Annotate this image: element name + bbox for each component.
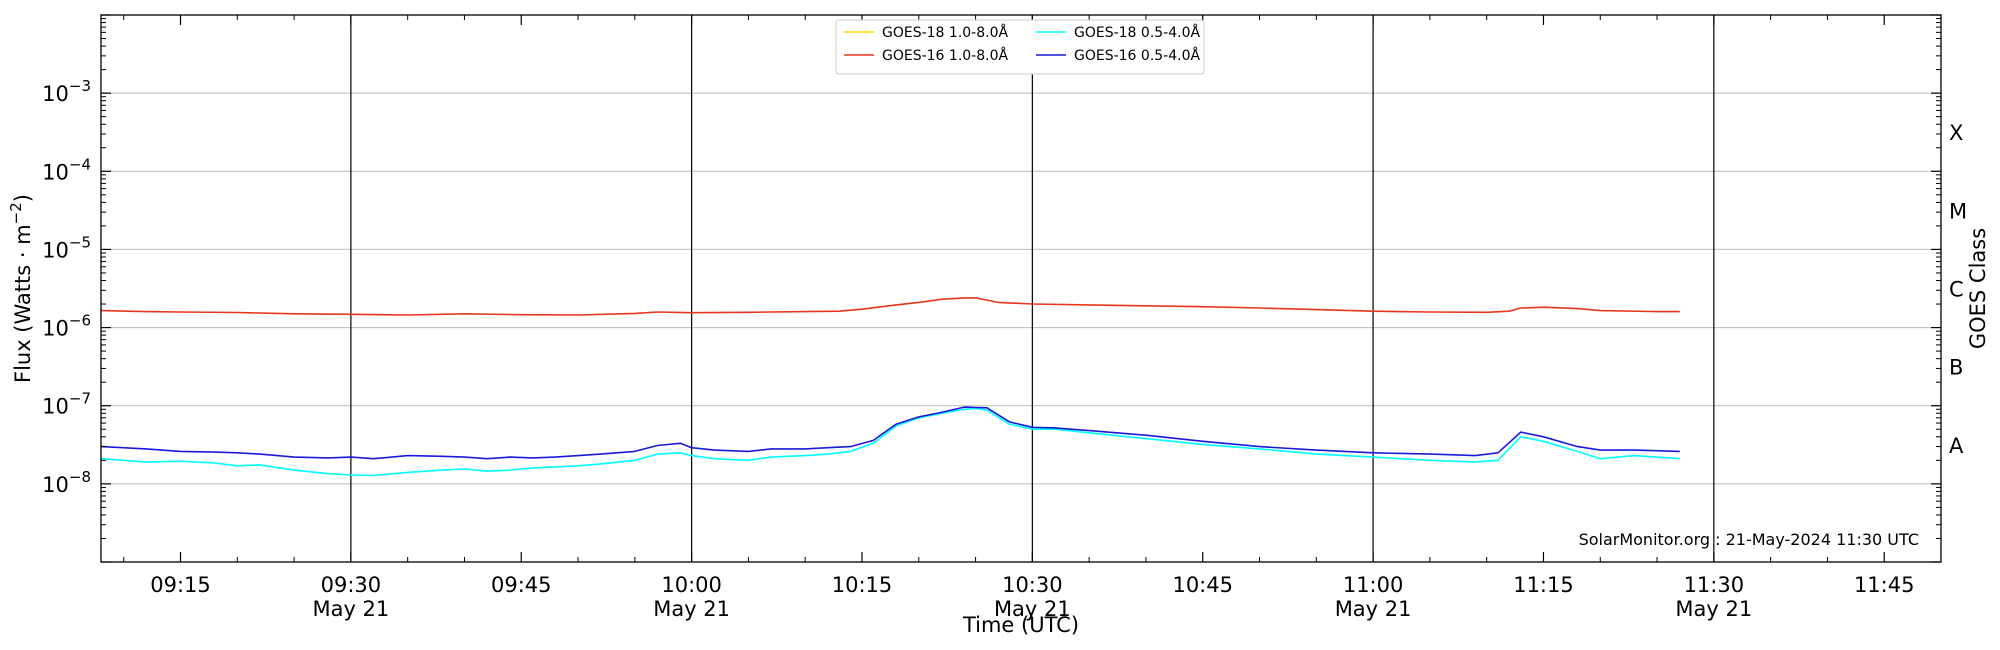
x-tick-date-label: May 21 <box>994 597 1071 621</box>
legend-label-goes16-short: GOES-16 0.5-4.0Å <box>1074 47 1200 64</box>
series-line-goes16-short <box>100 406 1680 460</box>
y-axis-title: Flux (Watts · m−2) <box>7 194 35 383</box>
y-axis-title-superscript: −2 <box>7 202 25 224</box>
y-tick-exponent: −7 <box>69 390 91 408</box>
x-tick-date-label: May 21 <box>653 597 730 621</box>
legend: GOES-18 1.0-8.0Å GOES-16 1.0-8.0Å GOES-1… <box>835 19 1205 75</box>
y-tick-label: 10−5 <box>42 233 91 262</box>
y-tick-exponent: −8 <box>69 468 91 486</box>
y-tick-label: 10−3 <box>42 77 91 106</box>
legend-label-goes18-short: GOES-18 0.5-4.0Å <box>1074 24 1200 41</box>
y-tick-base: 10 <box>42 238 69 262</box>
goes-class-label: X <box>1949 121 1963 145</box>
y-axis-title-main: Flux (Watts · m <box>11 224 35 383</box>
y-tick-label: 10−7 <box>42 390 91 419</box>
y-tick-label: 10−6 <box>42 312 91 341</box>
legend-box <box>835 19 1205 75</box>
y-tick-exponent: −3 <box>69 77 91 95</box>
goes-class-axis-title: GOES Class <box>1966 228 1990 349</box>
y-tick-base: 10 <box>42 317 69 341</box>
legend-label-goes18-long: GOES-18 1.0-8.0Å <box>882 24 1008 41</box>
y-tick-base: 10 <box>42 473 69 497</box>
y-tick-base: 10 <box>42 395 69 419</box>
y-tick-base: 10 <box>42 82 69 106</box>
y-tick-exponent: −5 <box>69 233 91 251</box>
x-tick-label: 10:00 <box>661 573 722 597</box>
x-axis-title: Time (UTC) <box>962 613 1079 637</box>
grid-layer <box>101 92 1941 485</box>
x-tick-label: 11:45 <box>1854 573 1915 597</box>
y-tick-label: 10−8 <box>42 468 91 497</box>
y-tick-base: 10 <box>42 160 69 184</box>
series-line-goes18-short <box>100 407 1680 477</box>
x-tick-label: 10:15 <box>832 573 893 597</box>
x-tick-label: 09:30 <box>321 573 382 597</box>
y-tick-exponent: −4 <box>69 155 91 173</box>
goes-class-label: A <box>1949 434 1964 458</box>
x-tick-label: 11:30 <box>1684 573 1745 597</box>
credit-text: SolarMonitor.org : 21-May-2024 11:30 UTC <box>1579 530 1919 549</box>
x-tick-date-label: May 21 <box>1335 597 1412 621</box>
y-tick-label: 10−4 <box>42 155 91 184</box>
legend-label-goes16-long: GOES-16 1.0-8.0Å <box>882 47 1008 64</box>
plot-frame <box>100 14 1942 563</box>
x-tick-label: 10:30 <box>1002 573 1063 597</box>
tick-layer <box>101 14 1942 563</box>
x-tick-label: 11:00 <box>1343 573 1404 597</box>
x-tick-date-label: May 21 <box>312 597 389 621</box>
x-tick-label: 09:45 <box>491 573 552 597</box>
series-line-goes16-long <box>100 297 1680 316</box>
x-tick-date-label: May 21 <box>1675 597 1752 621</box>
series-layer <box>100 297 1680 477</box>
vertical-lines-layer <box>350 15 1715 562</box>
x-tick-label: 10:45 <box>1172 573 1233 597</box>
x-tick-label: 11:15 <box>1513 573 1574 597</box>
x-tick-label: 09:15 <box>150 573 211 597</box>
goes-class-label: M <box>1949 199 1967 223</box>
y-tick-exponent: −6 <box>69 312 91 330</box>
goes-class-label: C <box>1949 278 1964 302</box>
goes-class-label: B <box>1949 356 1963 380</box>
y-axis-title-close: ) <box>11 194 35 202</box>
